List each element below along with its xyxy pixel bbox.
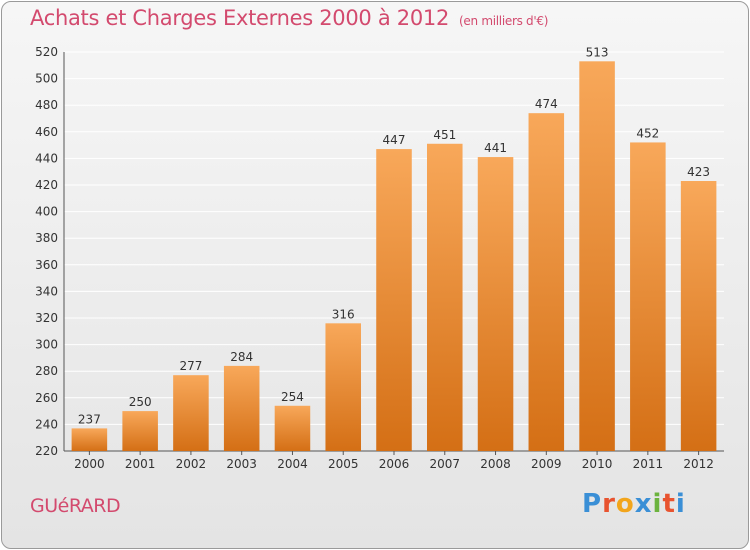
y-tick-label: 280	[35, 364, 58, 378]
logo-letter: r	[602, 489, 616, 519]
y-tick-label: 220	[35, 444, 58, 458]
chart-title: Achats et Charges Externes 2000 à 2012 (e…	[30, 6, 548, 30]
x-tick-label: 2008	[480, 457, 511, 471]
y-tick-label: 240	[35, 417, 58, 431]
logo-letter: x	[634, 489, 653, 519]
data-label-2008: 441	[484, 141, 507, 155]
bar-2006	[376, 149, 412, 451]
x-tick-label: 2010	[582, 457, 613, 471]
logo-letter: i	[652, 489, 663, 519]
y-tick-label: 500	[35, 72, 58, 86]
data-label-2004: 254	[281, 390, 304, 404]
logo-letter: o	[615, 489, 635, 519]
y-tick-label: 260	[35, 391, 58, 405]
data-labels: 237 250 277 284 254 316 447 451 441 474 513 452 423	[78, 45, 710, 426]
x-tick-label: 2005	[328, 457, 359, 471]
commune-name: GUéRARD	[30, 495, 121, 517]
bar-2000	[71, 428, 108, 451]
unit-note: (en milliers d'€)	[459, 14, 549, 28]
data-label-2012: 423	[687, 165, 710, 179]
bar-2005	[325, 323, 361, 451]
x-tick-label: 2003	[226, 457, 257, 471]
x-tick-label: 2004	[277, 457, 308, 471]
x-tick-label: 2011	[633, 457, 664, 471]
y-tick-label: 300	[35, 338, 58, 352]
bar-2012	[680, 181, 717, 451]
y-tick-label: 340	[35, 284, 58, 298]
logo-letter: i	[675, 489, 686, 519]
x-tick-label: 2006	[379, 457, 410, 471]
x-tick-label: 2007	[429, 457, 460, 471]
bars	[71, 61, 717, 452]
logo-letter: t	[662, 489, 676, 519]
bar-2001	[122, 411, 158, 451]
bar-2008	[477, 157, 514, 451]
data-label-2002: 277	[179, 359, 202, 373]
bar-2003	[223, 365, 260, 451]
data-label-2005: 316	[332, 307, 355, 321]
chart-title-text: Achats et Charges Externes 2000 à 2012	[30, 6, 450, 30]
bar-2009	[528, 113, 565, 452]
x-tick-label: 2009	[531, 457, 562, 471]
bar-2011	[630, 142, 666, 451]
y-tick-label: 440	[35, 151, 58, 165]
x-tick-label: 2012	[683, 457, 714, 471]
data-label-2010: 513	[586, 45, 609, 59]
y-tick-label: 420	[35, 178, 58, 192]
data-label-2001: 250	[129, 395, 152, 409]
data-label-2009: 474	[535, 97, 558, 111]
x-tick-label: 2001	[125, 457, 156, 471]
bar-2002	[173, 375, 209, 451]
bar-2004	[274, 405, 311, 451]
data-label-2003: 284	[230, 350, 253, 364]
y-tick-label: 320	[35, 311, 58, 325]
data-label-2011: 452	[636, 126, 659, 140]
y-tick-label: 460	[35, 125, 58, 139]
data-label-2000: 237	[78, 412, 101, 426]
y-tick-label: 480	[35, 98, 58, 112]
y-tick-label: 520	[35, 45, 58, 59]
bar-2010	[579, 61, 615, 452]
proxiti-logo: Proxiti	[582, 489, 686, 519]
y-tick-label: 380	[35, 231, 58, 245]
bar-2007	[427, 143, 463, 451]
data-label-2006: 447	[383, 133, 406, 147]
y-tick-label: 400	[35, 205, 58, 219]
y-tick-label: 360	[35, 258, 58, 272]
x-tick-label: 2002	[176, 457, 207, 471]
axes: 220 240 260 280 300 320 340 360 380 400 420 440 460 4…	[35, 45, 724, 471]
x-tick-label: 2000	[74, 457, 105, 471]
data-label-2007: 451	[433, 128, 456, 142]
logo-letter: P	[582, 489, 603, 519]
